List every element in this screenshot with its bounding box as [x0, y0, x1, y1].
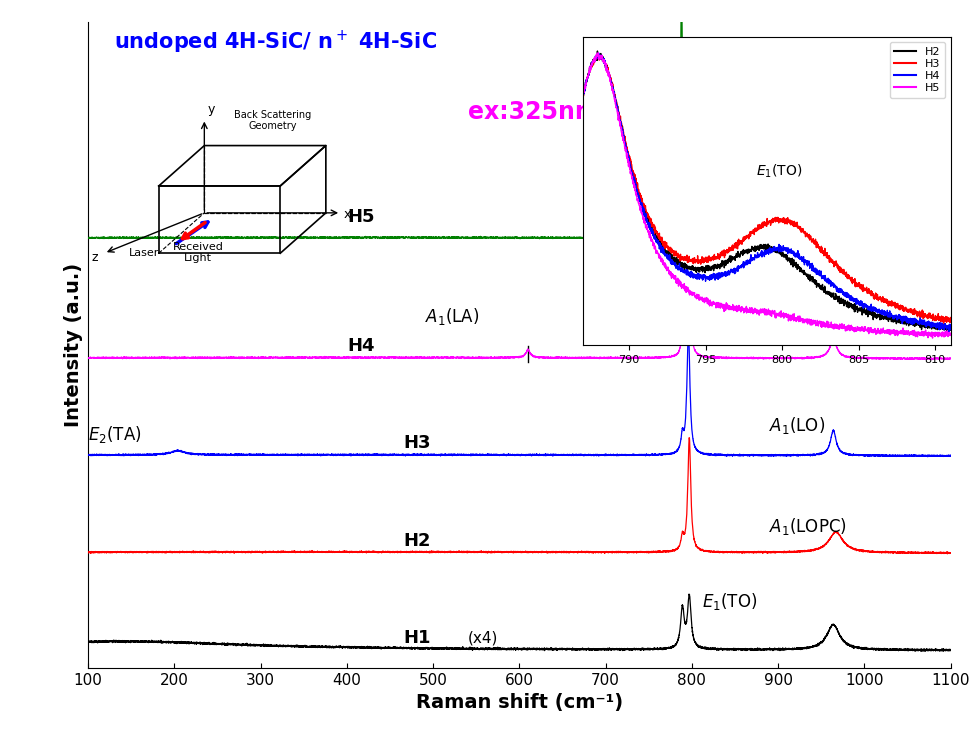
Text: Laser: Laser	[128, 248, 159, 258]
Y-axis label: Intensity (a.u.): Intensity (a.u.)	[64, 263, 82, 427]
Text: $A_1$(LA): $A_1$(LA)	[424, 305, 479, 327]
Text: $A_1$(LO): $A_1$(LO)	[769, 415, 825, 436]
Text: z: z	[92, 251, 98, 264]
Text: y: y	[208, 103, 215, 116]
Text: $E_1$(TO): $E_1$(TO)	[703, 592, 758, 612]
Text: Received
Light: Received Light	[172, 241, 223, 264]
Text: $E_2$(TO): $E_2$(TO)	[586, 155, 641, 175]
Text: H5: H5	[347, 208, 374, 226]
Text: H2: H2	[403, 531, 430, 550]
X-axis label: Raman shift (cm⁻¹): Raman shift (cm⁻¹)	[416, 694, 623, 713]
Text: $E_1$(TO): $E_1$(TO)	[756, 162, 803, 180]
Text: H4: H4	[347, 337, 374, 355]
Text: $A_1$(LOPC): $A_1$(LOPC)	[769, 516, 847, 537]
Text: ex:325nm: ex:325nm	[467, 100, 600, 123]
Legend: H2, H3, H4, H5: H2, H3, H4, H5	[890, 43, 945, 98]
Text: H1: H1	[403, 629, 430, 647]
Text: Back Scattering
Geometry: Back Scattering Geometry	[234, 110, 312, 131]
Text: undoped 4H-SiC/ n$^+$ 4H-SiC: undoped 4H-SiC/ n$^+$ 4H-SiC	[114, 29, 437, 56]
Text: (x4): (x4)	[467, 631, 498, 646]
Text: $E_2$(TA): $E_2$(TA)	[88, 424, 142, 446]
Text: H3: H3	[403, 435, 430, 452]
Text: x: x	[344, 208, 352, 221]
